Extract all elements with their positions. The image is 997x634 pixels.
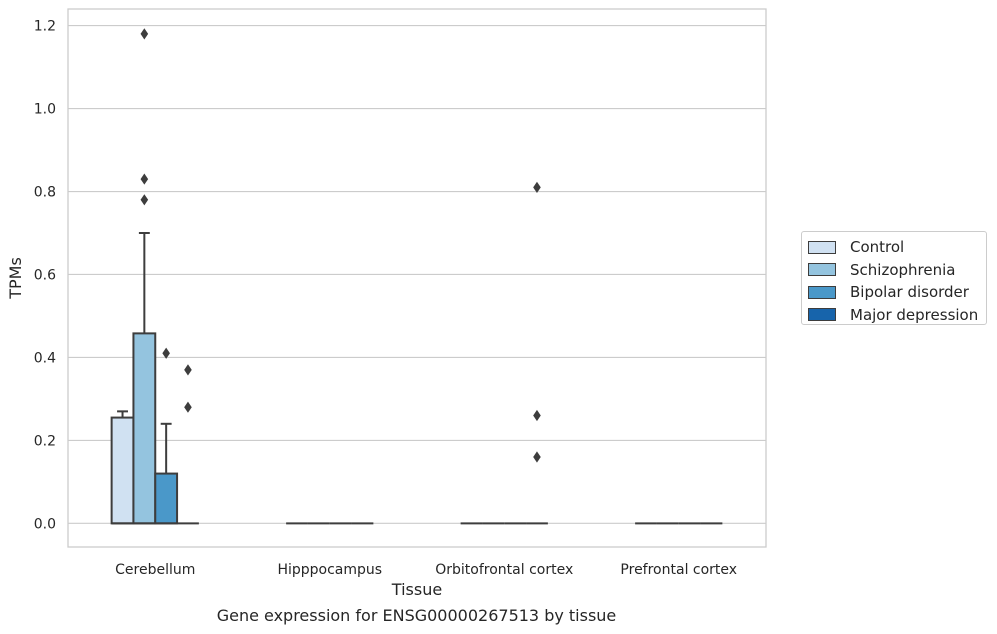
y-tick-label: 0.2 xyxy=(34,433,56,449)
box xyxy=(154,472,179,525)
legend-swatch xyxy=(808,240,836,254)
legend-swatch xyxy=(808,308,836,322)
boxes xyxy=(110,231,723,525)
outlier-point xyxy=(162,347,170,359)
y-tick-label: 1.0 xyxy=(34,102,56,118)
legend-item: Control xyxy=(808,236,986,259)
outlier-point xyxy=(140,28,149,40)
x-tick-label: Hipppocampus xyxy=(277,562,382,578)
legend: Control Schizophrenia Bipolar disorder Majo… xyxy=(801,231,987,325)
y-tick-label: 1.2 xyxy=(34,19,56,35)
y-axis-label: TPMs xyxy=(6,257,25,300)
y-axis-ticks: 0.0 0.2 0.4 0.6 0.8 1.0 1.2 xyxy=(34,19,56,533)
legend-item: Major depression xyxy=(808,304,986,327)
legend-item: Schizophrenia xyxy=(808,259,986,282)
plot-frame xyxy=(67,8,767,548)
outlier-point xyxy=(533,451,541,463)
outlier-point xyxy=(533,181,541,193)
chart-caption: Gene expression for ENSG00000267513 by t… xyxy=(216,606,617,625)
legend-swatch xyxy=(808,285,836,299)
outlier-point xyxy=(533,409,541,422)
outliers xyxy=(140,28,541,463)
legend-label: Major depression xyxy=(850,305,979,324)
outlier-point xyxy=(140,173,149,185)
legend-label: Control xyxy=(850,238,905,257)
outlier-point xyxy=(184,364,192,376)
legend-item: Bipolar disorder xyxy=(808,281,986,304)
box xyxy=(132,332,157,525)
x-tick-label: Orbitofrontal cortex xyxy=(435,562,573,578)
x-tick-label: Cerebellum xyxy=(115,562,195,578)
legend-label: Bipolar disorder xyxy=(850,283,969,302)
legend-swatch xyxy=(808,263,836,277)
outlier-point xyxy=(184,401,192,413)
y-tick-label: 0.8 xyxy=(34,185,56,201)
legend-label: Schizophrenia xyxy=(850,260,956,279)
box xyxy=(110,416,135,525)
x-tick-label: Prefrontal cortex xyxy=(620,562,737,578)
x-axis-ticks: Cerebellum Hipppocampus Orbitofrontal cort… xyxy=(115,562,737,578)
y-tick-label: 0.6 xyxy=(34,267,56,283)
x-axis-label: Tissue xyxy=(391,580,442,599)
y-tick-label: 0.4 xyxy=(34,350,56,366)
y-tick-label: 0.0 xyxy=(34,516,56,532)
outlier-point xyxy=(140,194,149,206)
gridlines xyxy=(68,25,766,524)
